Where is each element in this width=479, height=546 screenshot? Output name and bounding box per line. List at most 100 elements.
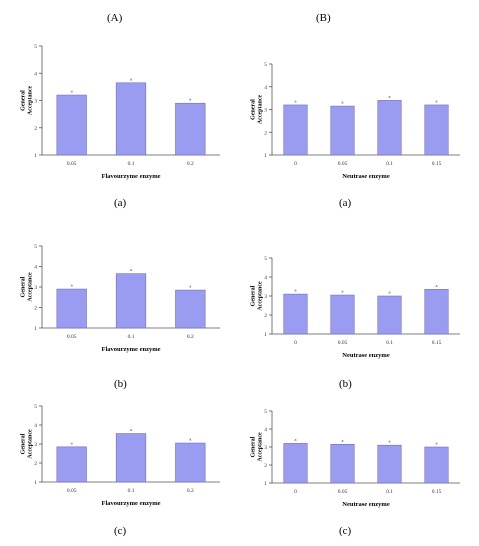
y-tick-label: 5 (264, 256, 267, 262)
y-tick-label: 2 (34, 461, 37, 467)
chart-svg: 1 2 3 4 5 GeneralAcceptance a 0 a 0.05 a 0.1 a 0.15 Ne… (251, 62, 460, 180)
x-tick-label: 0 (294, 489, 297, 495)
x-tick-label: 0.05 (67, 334, 77, 340)
y-axis-label: GeneralAcceptance (251, 95, 264, 125)
bar-data-label: a (389, 94, 391, 99)
subcaption-b-right: (b) (339, 378, 352, 390)
y-tick-label: 2 (264, 463, 267, 469)
y-tick-label: 3 (264, 445, 267, 451)
y-tick-label: 5 (34, 44, 37, 50)
x-axis-label: Flavourzyme enzyme (101, 173, 160, 180)
x-tick-label: 0.05 (338, 340, 348, 346)
subcaption-a-right: (a) (339, 197, 352, 209)
bar (283, 443, 308, 484)
x-tick-label: 0.05 (338, 489, 348, 495)
x-tick-label: 0.1 (386, 489, 393, 495)
y-axis-label: GeneralAcceptance (21, 86, 34, 116)
y-tick-label: 3 (34, 285, 37, 291)
y-axis-label: GeneralAcceptance (251, 281, 264, 311)
bar-data-label: a (71, 283, 73, 288)
y-tick-label: 1 (264, 332, 267, 338)
chart-svg: 1 2 3 4 5 GeneralAcceptance a 0.05 a 0.1 a 0.2 Flavo… (21, 244, 220, 353)
x-tick-label: 0.2 (187, 161, 194, 167)
bar-data-label: a (130, 76, 132, 81)
bar-data-label: a (342, 100, 344, 105)
bar (424, 289, 449, 335)
x-axis-label: Flavourzyme enzyme (101, 500, 160, 507)
column-header-left: (A) (107, 12, 123, 24)
y-tick-label: 1 (34, 153, 37, 159)
bar-data-label: a (189, 437, 191, 442)
bar-data-label: a (295, 437, 297, 442)
y-tick-label: 4 (34, 71, 37, 77)
x-tick-label: 0 (294, 340, 297, 346)
y-tick-label: 4 (34, 265, 37, 271)
subcaption-b-left: (b) (114, 378, 127, 390)
bar-data-label: a (71, 89, 73, 94)
bar-data-label: a (71, 440, 73, 445)
y-tick-label: 2 (264, 313, 267, 319)
bar-data-label: a (436, 283, 438, 288)
y-axis-label: GeneralAcceptance (251, 432, 264, 462)
bar-data-label: a (130, 427, 132, 432)
bar (175, 102, 206, 156)
y-tick-label: 1 (264, 153, 267, 159)
chart-panel-b-flavourzyme: 1 2 3 4 5 GeneralAcceptance a 0.05 a 0.1 a 0.2 Flavo… (10, 240, 230, 358)
bar-data-label: a (389, 439, 391, 444)
y-tick-label: 2 (34, 126, 37, 132)
bar (377, 295, 402, 335)
bar (424, 446, 449, 484)
bar (115, 82, 147, 156)
x-axis-label: Neutrase enzyme (342, 352, 390, 359)
bar-data-label: a (189, 97, 191, 102)
x-tick-label: 0.05 (67, 161, 77, 167)
chart-svg: 1 2 3 4 5 GeneralAcceptance a 0 a 0.05 a 0.1 a 0.15 Ne… (251, 409, 460, 508)
chart-panel-a-flavourzyme: 1 2 3 4 5 GeneralAcceptance a 0.05 a 0.1 a 0.2 Flavo… (10, 40, 230, 185)
bar-data-label: a (189, 284, 191, 289)
y-tick-label: 3 (34, 442, 37, 448)
bar (424, 104, 449, 156)
column-header-right: (B) (316, 12, 331, 24)
y-tick-label: 5 (264, 409, 267, 415)
chart-svg: 1 2 3 4 5 GeneralAcceptance a 0 a 0.05 a 0.1 a 0.15 Ne… (251, 256, 460, 359)
chart-panel-c-neutrase: 1 2 3 4 5 GeneralAcceptance a 0 a 0.05 a 0.1 a 0.15 Ne… (240, 405, 470, 513)
x-tick-label: 0.05 (338, 161, 348, 167)
bar-data-label: a (342, 438, 344, 443)
y-tick-label: 3 (34, 99, 37, 105)
x-tick-label: 0.1 (128, 334, 135, 340)
bar (115, 433, 147, 483)
x-axis-label: Flavourzyme enzyme (101, 346, 160, 353)
x-axis-label: Neutrase enzyme (342, 501, 390, 508)
y-tick-label: 1 (34, 480, 37, 486)
x-tick-label: 0.1 (386, 161, 393, 167)
chart-svg: 1 2 3 4 5 GeneralAcceptance a 0.05 a 0.1 a 0.2 Flavo… (21, 404, 220, 507)
bar (330, 294, 355, 335)
x-tick-label: 0.05 (67, 488, 77, 494)
y-tick-label: 2 (264, 130, 267, 136)
bar (377, 444, 402, 484)
x-tick-label: 0.15 (432, 340, 442, 346)
y-tick-label: 3 (264, 294, 267, 300)
bar-data-label: a (342, 289, 344, 294)
y-tick-label: 5 (34, 404, 37, 410)
x-tick-label: 0.1 (128, 488, 135, 494)
subcaption-a-left: (a) (114, 197, 127, 209)
bar (377, 100, 402, 156)
bar-data-label: a (130, 267, 132, 272)
y-tick-label: 1 (264, 481, 267, 487)
y-tick-label: 4 (34, 423, 37, 429)
x-tick-label: 0.1 (386, 340, 393, 346)
subcaption-c-right: (c) (339, 525, 352, 537)
bar (175, 442, 206, 483)
x-tick-label: 0.2 (187, 488, 194, 494)
bar (283, 104, 308, 156)
y-tick-label: 4 (264, 85, 267, 91)
bar (283, 293, 308, 335)
bar (175, 289, 206, 329)
chart-panel-a-neutrase: 1 2 3 4 5 GeneralAcceptance a 0 a 0.05 a 0.1 a 0.15 Ne… (240, 58, 470, 185)
bar (56, 288, 87, 329)
y-tick-label: 1 (34, 326, 37, 332)
x-tick-label: 0.15 (432, 489, 442, 495)
bar (330, 443, 355, 484)
bar-data-label: a (295, 98, 297, 103)
